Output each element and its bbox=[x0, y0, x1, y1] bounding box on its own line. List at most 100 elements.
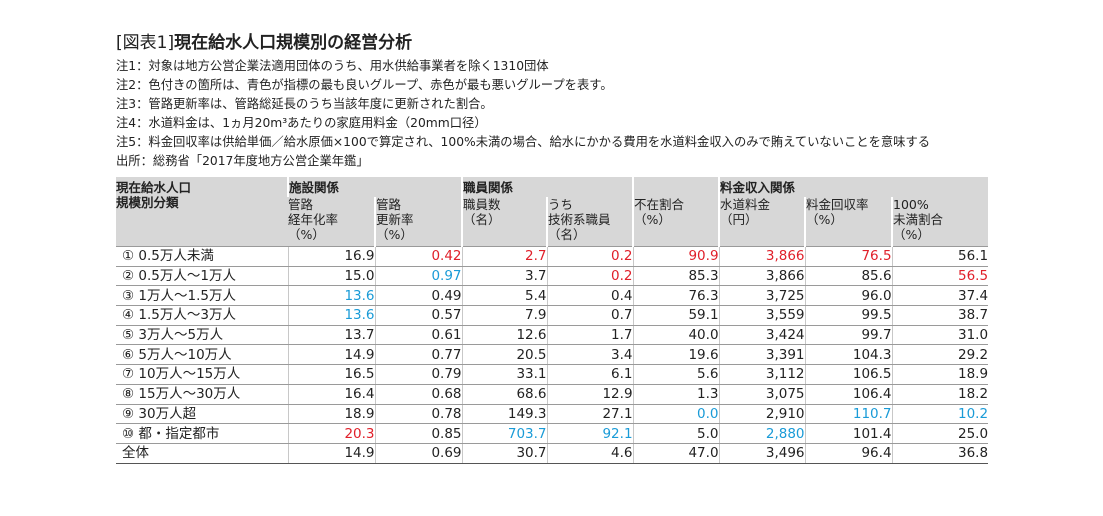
table-cell: 0.68 bbox=[374, 384, 463, 405]
header-line: 水道料金 bbox=[720, 197, 771, 212]
row-label: 全体 bbox=[116, 443, 288, 464]
table-cell: 3,075 bbox=[718, 384, 806, 405]
table-cell: 13.6 bbox=[287, 285, 375, 307]
table-cell: 5.4 bbox=[461, 285, 548, 307]
col-header-technical-staff: うち 技術系職員 （名） bbox=[546, 197, 634, 247]
row-label: ② 0.5万人～1万人 bbox=[116, 266, 288, 287]
table-row: ⑥ 5万人～10万人 14.9 0.77 20.5 3.4 19.6 3,391 104.3 2… bbox=[116, 344, 989, 366]
header-line: 未満割合 bbox=[893, 212, 944, 227]
table-row: ① 0.5万人未満 16.9 0.42 2.7 0.2 90.9 3,866 76.5 56.1 bbox=[116, 246, 989, 267]
group-header-blank bbox=[632, 177, 720, 197]
col-header-pipe-renewal: 管路 更新率 （%） bbox=[373, 197, 463, 247]
table-row: ② 0.5万人～1万人 15.0 0.97 3.7 0.2 85.3 3,866 85.6 56… bbox=[116, 266, 989, 287]
table-cell: 0.4 bbox=[546, 285, 634, 307]
row-label: ⑧ 15万人～30万人 bbox=[116, 384, 288, 405]
table-cell: 19.6 bbox=[632, 344, 720, 366]
table-cell: 20.5 bbox=[461, 344, 548, 366]
row-header-line-2: 規模別分類 bbox=[116, 195, 179, 210]
table-cell: 0.77 bbox=[374, 344, 463, 366]
header-line: 職員数 bbox=[463, 197, 501, 212]
table-cell: 90.9 bbox=[632, 246, 720, 267]
table-cell: 1.7 bbox=[546, 325, 634, 346]
table-cell: 0.49 bbox=[374, 285, 463, 307]
figure: [図表1]現在給水人口規模別の経営分析 注1：対象は地方公営企業法適用団体のうち… bbox=[116, 32, 989, 464]
group-header-fee: 料金収入関係 bbox=[718, 177, 989, 197]
table-cell: 6.1 bbox=[546, 364, 634, 385]
table-cell: 4.6 bbox=[546, 443, 634, 464]
col-header-water-fee: 水道料金 （円） bbox=[718, 197, 806, 247]
row-label: ⑤ 3万人～5万人 bbox=[116, 325, 288, 346]
row-label: ⑩ 都・指定都市 bbox=[116, 423, 288, 444]
table-cell: 85.3 bbox=[632, 266, 720, 287]
table-row: ⑨ 30万人超 18.9 0.78 149.3 27.1 0.0 2,910 110.7 10.… bbox=[116, 404, 989, 425]
table-cell: 38.7 bbox=[891, 305, 989, 326]
table-body: ① 0.5万人未満 16.9 0.42 2.7 0.2 90.9 3,866 76.5 56.1… bbox=[116, 246, 989, 464]
table-cell: 5.0 bbox=[632, 423, 720, 444]
table-cell: 2,910 bbox=[718, 404, 806, 425]
table-cell: 3,559 bbox=[718, 305, 806, 326]
header-line: （%） bbox=[634, 212, 671, 227]
table-cell: 149.3 bbox=[461, 404, 548, 425]
table-cell: 96.4 bbox=[804, 443, 893, 464]
table-cell: 703.7 bbox=[461, 423, 548, 444]
header-line: 管路 bbox=[288, 197, 314, 212]
table-row: ④ 1.5万人～3万人 13.6 0.57 7.9 0.7 59.1 3,559 99.5 38… bbox=[116, 305, 989, 326]
row-header-line-1: 現在給水人口 bbox=[116, 180, 192, 195]
table-cell: 16.5 bbox=[287, 364, 375, 385]
table-cell: 27.1 bbox=[546, 404, 634, 425]
group-header-staff: 職員関係 bbox=[461, 177, 634, 197]
table-cell: 99.5 bbox=[804, 305, 893, 326]
table-cell: 106.4 bbox=[804, 384, 893, 405]
col-header-staff-count: 職員数 （名） bbox=[461, 197, 548, 247]
table-cell: 1.3 bbox=[632, 384, 720, 405]
table-cell: 20.3 bbox=[287, 423, 375, 444]
table-cell: 106.5 bbox=[804, 364, 893, 385]
management-analysis-table: 現在給水人口 規模別分類 施設関係 職員関係 料金収入関係 管路 経年化率 （%） … bbox=[116, 177, 989, 464]
table-cell: 12.6 bbox=[461, 325, 548, 346]
table-cell: 18.2 bbox=[891, 384, 989, 405]
header-line: （%） bbox=[806, 212, 843, 227]
table-cell: 96.0 bbox=[804, 285, 893, 307]
table-cell: 3,866 bbox=[718, 246, 806, 267]
table-cell: 29.2 bbox=[891, 344, 989, 366]
table-cell: 2,880 bbox=[718, 423, 806, 444]
table-cell: 3,424 bbox=[718, 325, 806, 346]
note-1: 注1：対象は地方公営企業法適用団体のうち、用水供給事業者を除く1310団体 bbox=[116, 59, 549, 73]
table-cell: 0.79 bbox=[374, 364, 463, 385]
table-cell: 13.6 bbox=[287, 305, 375, 326]
table-cell: 16.9 bbox=[287, 246, 375, 267]
header-line: （%） bbox=[376, 227, 413, 242]
table-cell: 14.9 bbox=[287, 344, 375, 366]
table-cell: 0.57 bbox=[374, 305, 463, 326]
table-cell: 56.5 bbox=[891, 266, 989, 287]
row-header-cell: 現在給水人口 規模別分類 bbox=[116, 177, 288, 247]
table-cell: 76.5 bbox=[804, 246, 893, 267]
table-cell: 3,391 bbox=[718, 344, 806, 366]
table-cell: 10.2 bbox=[891, 404, 989, 425]
row-label: ⑨ 30万人超 bbox=[116, 404, 288, 425]
table-cell: 25.0 bbox=[891, 423, 989, 444]
table-cell: 110.7 bbox=[804, 404, 893, 425]
table-cell: 47.0 bbox=[632, 443, 720, 464]
table-cell: 14.9 bbox=[287, 443, 375, 464]
table-row: ⑦ 10万人～15万人 16.5 0.79 33.1 6.1 5.6 3,112 106.5 1… bbox=[116, 364, 989, 385]
row-label: ④ 1.5万人～3万人 bbox=[116, 305, 288, 326]
note-4: 注4：水道料金は、1ヵ月20m³あたりの家庭用料金（20mm口径） bbox=[116, 116, 487, 130]
table-cell: 7.9 bbox=[461, 305, 548, 326]
table-cell: 16.4 bbox=[287, 384, 375, 405]
table-cell: 18.9 bbox=[287, 404, 375, 425]
table-cell: 12.9 bbox=[546, 384, 634, 405]
note-5: 注5：料金回収率は供給単価／給水原価×100で算定され、100%未満の場合、給水… bbox=[116, 135, 931, 149]
table-cell: 30.7 bbox=[461, 443, 548, 464]
col-header-under-100: 100% 未満割合 （%） bbox=[891, 197, 989, 247]
header-line: 経年化率 bbox=[288, 212, 339, 227]
header-line: 100% bbox=[893, 197, 929, 212]
header-line: 更新率 bbox=[376, 212, 414, 227]
row-label: ③ 1万人～1.5万人 bbox=[116, 285, 288, 307]
header-line: 管路 bbox=[376, 197, 402, 212]
note-3: 注3：管路更新率は、管路総延長のうち当該年度に更新された割合。 bbox=[116, 97, 493, 111]
table-row: ⑩ 都・指定都市 20.3 0.85 703.7 92.1 5.0 2,880 101.4 25… bbox=[116, 423, 989, 444]
table-cell: 0.78 bbox=[374, 404, 463, 425]
row-label: ⑦ 10万人～15万人 bbox=[116, 364, 288, 385]
table-cell: 0.61 bbox=[374, 325, 463, 346]
